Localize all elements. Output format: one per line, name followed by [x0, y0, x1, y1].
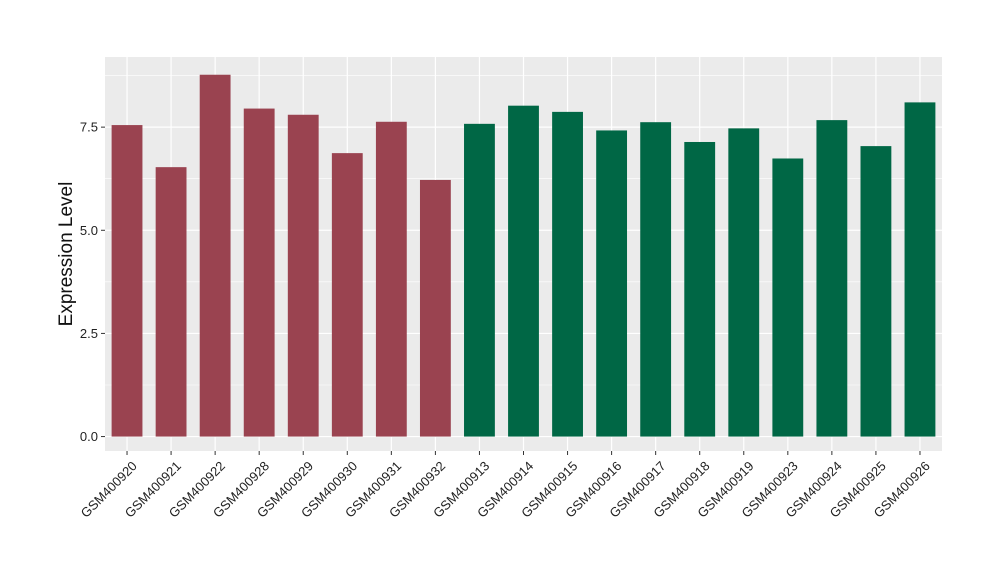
bar-GSM400924 — [816, 120, 848, 437]
bar-GSM400931 — [375, 121, 407, 437]
bar-GSM400928 — [243, 108, 275, 437]
x-axis: GSM400920GSM400921GSM400922GSM400928GSM4… — [78, 451, 933, 521]
y-tick-label: 5.0 — [80, 223, 98, 238]
bar-GSM400921 — [155, 167, 187, 437]
bar-GSM400923 — [772, 158, 804, 437]
y-tick-label: 0.0 — [80, 429, 98, 444]
bar-GSM400930 — [331, 153, 363, 437]
y-tick-label: 7.5 — [80, 120, 98, 135]
bar-GSM400920 — [111, 125, 143, 437]
bar-GSM400913 — [464, 123, 495, 437]
bar-GSM400929 — [287, 114, 319, 437]
bar-GSM400919 — [728, 128, 760, 437]
bar-GSM400916 — [596, 130, 628, 437]
bar-GSM400914 — [508, 105, 539, 437]
bars — [111, 74, 936, 437]
y-tick-label: 2.5 — [80, 326, 98, 341]
bar-GSM400926 — [904, 102, 936, 437]
y-axis: 0.0 2.5 5.0 7.5 — [80, 120, 105, 444]
bar-GSM400917 — [640, 122, 672, 437]
bar-GSM400915 — [552, 111, 583, 437]
bar-GSM400922 — [199, 74, 231, 437]
bar-GSM400925 — [860, 146, 892, 437]
y-axis-title: Expression Level — [56, 182, 77, 327]
bar-GSM400932 — [419, 179, 451, 437]
bar-GSM400918 — [684, 141, 716, 437]
